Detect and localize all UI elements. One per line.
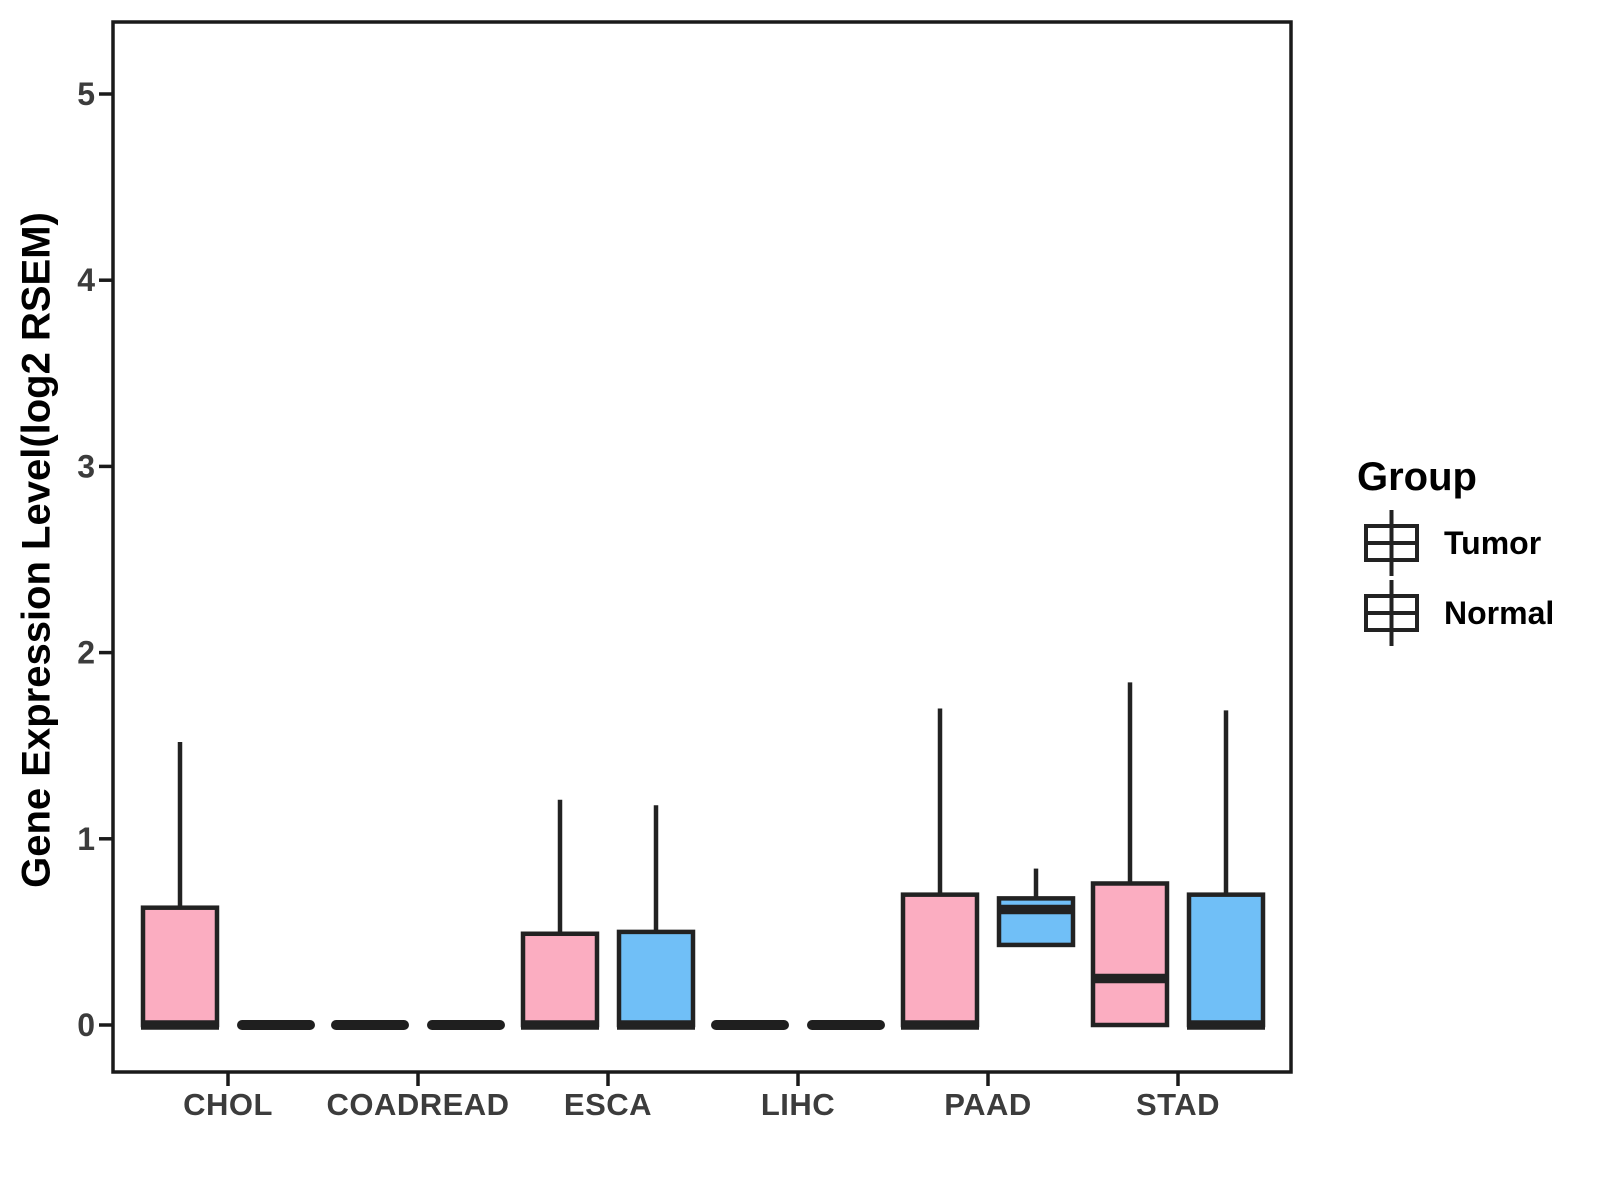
x-tick-label-esca: ESCA [564, 1087, 652, 1122]
box-normal-stad [1186, 892, 1266, 1028]
y-tick-label-1: 1 [77, 821, 95, 857]
y-axis-title: Gene Expression Level(log2 RSEM) [14, 212, 59, 888]
legend-label-tumor: Tumor [1444, 524, 1542, 561]
legend: Group Tumor Normal [1357, 455, 1554, 648]
box-normal-chol-flat [237, 1020, 315, 1030]
y-tick-label-0: 0 [77, 1007, 95, 1043]
x-tick-label-paad: PAAD [944, 1087, 1032, 1122]
legend-item-tumor: Tumor [1357, 508, 1554, 578]
y-tick-label-4: 4 [77, 262, 95, 298]
box-tumor-esca [520, 931, 600, 1028]
box-tumor-stad [1090, 881, 1170, 1028]
box-tumor-lihc-flat [711, 1020, 789, 1030]
legend-title: Group [1357, 455, 1477, 499]
panel-border [111, 20, 1293, 1074]
box-normal-coadread-flat [427, 1020, 505, 1030]
x-tick-label-stad: STAD [1136, 1087, 1220, 1122]
box-normal-lihc-flat [807, 1020, 885, 1030]
boxplot-glyph-normal-icon [1364, 580, 1419, 646]
legend-label-normal: Normal [1444, 594, 1555, 631]
box-tumor-coadread-flat [331, 1020, 409, 1030]
box-normal-esca [616, 929, 696, 1028]
y-tick-label-2: 2 [77, 635, 95, 671]
x-tick-label-lihc: LIHC [761, 1087, 835, 1122]
x-tick-label-coadread: COADREAD [326, 1087, 509, 1122]
box-tumor-paad [900, 892, 980, 1028]
boxplot-glyph-tumor-icon [1364, 510, 1419, 576]
legend-item-normal: Normal [1357, 578, 1554, 648]
box-tumor-chol [140, 905, 220, 1028]
y-tick-label-5: 5 [77, 76, 95, 112]
y-tick-label-3: 3 [77, 448, 95, 484]
x-tick-label-chol: CHOL [183, 1087, 273, 1122]
